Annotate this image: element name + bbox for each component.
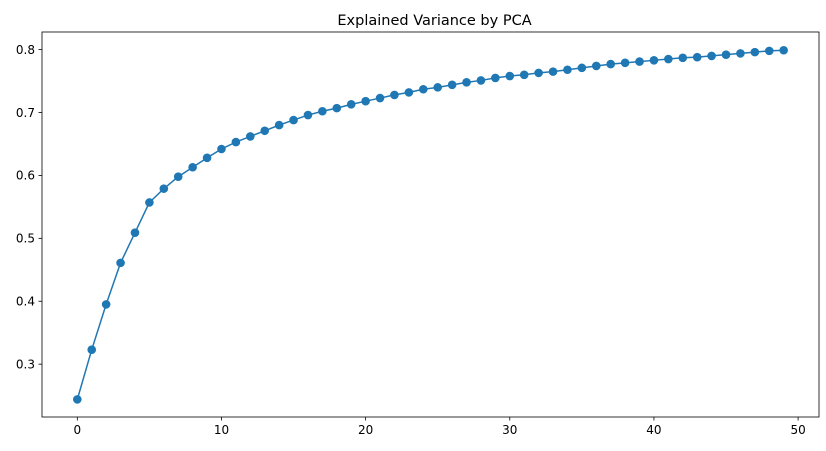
data-point (116, 258, 125, 268)
data-point (707, 51, 716, 61)
data-point (591, 61, 601, 71)
data-point (649, 56, 659, 65)
y-tick-label: 0.3 (16, 357, 35, 371)
data-point (375, 93, 385, 103)
data-point (303, 110, 313, 120)
data-point (260, 126, 270, 136)
data-point (519, 70, 529, 80)
data-point (750, 47, 760, 57)
data-point (736, 49, 745, 58)
data-point (491, 73, 500, 83)
y-tick-label: 0.5 (16, 232, 35, 246)
data-point (779, 45, 788, 55)
data-point (332, 103, 342, 113)
data-point (101, 300, 111, 309)
data-point (87, 345, 97, 354)
data-point (635, 57, 644, 66)
data-point (476, 76, 486, 85)
y-tick-label: 0.6 (16, 169, 35, 183)
data-point (274, 120, 284, 130)
series-line (76, 49, 784, 400)
data-point (346, 100, 356, 109)
data-point (462, 78, 471, 87)
plot-frame (41, 31, 820, 418)
x-tick-label: 0 (73, 423, 81, 437)
axes: 0 10 20 30 40 50 0.3 0.4 0.5 0.6 0.7 0.8 (16, 43, 806, 437)
x-tick-label: 50 (790, 423, 805, 437)
data-point (404, 88, 414, 97)
data-point (692, 52, 702, 62)
x-tick-label: 10 (214, 423, 229, 437)
data-point (159, 184, 169, 193)
data-point (433, 83, 443, 92)
data-point (664, 54, 673, 64)
data-point (447, 80, 457, 90)
data-point (289, 115, 298, 125)
data-point (217, 144, 226, 154)
data-point (577, 63, 587, 73)
data-point (418, 84, 428, 94)
data-point (563, 65, 572, 75)
y-tick-label: 0.8 (16, 43, 35, 57)
data-point (505, 71, 515, 81)
data-point (678, 53, 688, 63)
data-point (764, 46, 774, 56)
data-point (73, 395, 82, 404)
data-point (173, 172, 183, 181)
x-tick-label: 20 (358, 423, 373, 437)
x-tick-label: 40 (646, 423, 661, 437)
data-point (202, 153, 212, 163)
data-point (721, 50, 731, 59)
data-point (390, 90, 399, 100)
data-point (145, 198, 154, 207)
y-tick-label: 0.7 (16, 106, 35, 120)
x-tick-label: 30 (502, 423, 517, 437)
data-point (130, 228, 140, 237)
data-point (548, 67, 558, 76)
data-point (534, 68, 543, 78)
data-point (606, 59, 615, 69)
data-point (188, 162, 197, 172)
y-tick-label: 0.4 (16, 295, 35, 309)
data-point (361, 96, 370, 106)
chart-title: Explained Variance by PCA (337, 13, 531, 29)
plot-area (73, 45, 788, 404)
data-point (318, 106, 327, 116)
data-point (620, 58, 630, 68)
data-point (231, 137, 241, 147)
data-point (246, 132, 255, 141)
